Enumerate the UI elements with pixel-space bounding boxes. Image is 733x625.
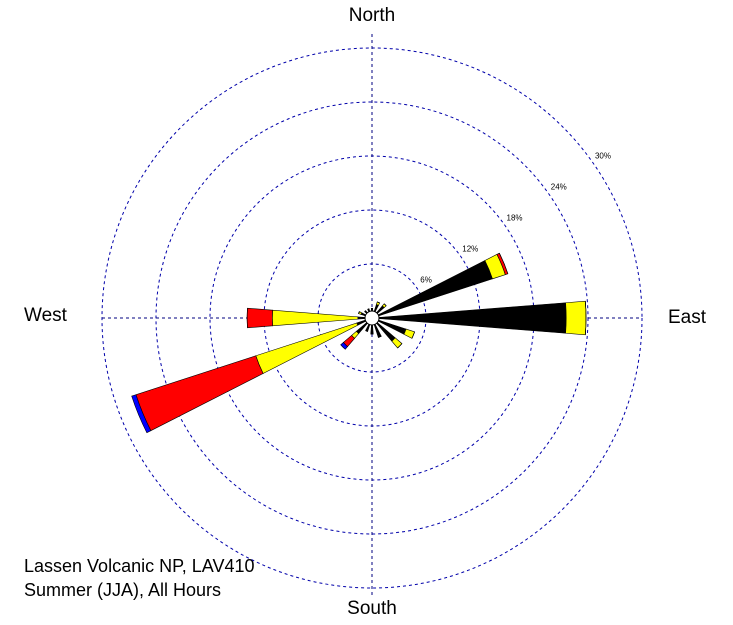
wind-segment [378, 335, 382, 338]
wind-segment [131, 394, 152, 434]
r-tick-label: 24% [551, 182, 567, 191]
wind-segment [365, 323, 371, 332]
compass-label: South [347, 598, 397, 619]
wind-segment [135, 355, 264, 432]
annotation: Lassen Volcanic NP, LAV410 [24, 556, 255, 576]
wind-segment [246, 307, 273, 329]
annotation: Summer (JJA), All Hours [24, 580, 221, 600]
calm-circle [364, 310, 380, 326]
r-tick-label: 6% [420, 275, 432, 284]
wind-segment [378, 302, 567, 334]
wind-segment [364, 310, 366, 312]
wind-segment [255, 322, 359, 374]
compass-label: East [668, 307, 707, 328]
r-tick-label: 12% [462, 244, 478, 253]
wind-segment [340, 341, 349, 350]
compass-label: West [24, 305, 68, 326]
wind-segment [585, 301, 587, 335]
wind-segment [357, 316, 366, 320]
wind-segment [403, 328, 415, 339]
r-tick-label: 18% [507, 213, 523, 222]
wind-segment [370, 324, 374, 335]
wind-segment [565, 300, 587, 336]
wind-segment [271, 309, 359, 327]
wind-segment [499, 252, 509, 274]
wind-segment [373, 304, 379, 313]
wind-segment [377, 301, 380, 304]
compass-label: North [349, 5, 395, 26]
r-tick-label: 30% [595, 151, 611, 160]
